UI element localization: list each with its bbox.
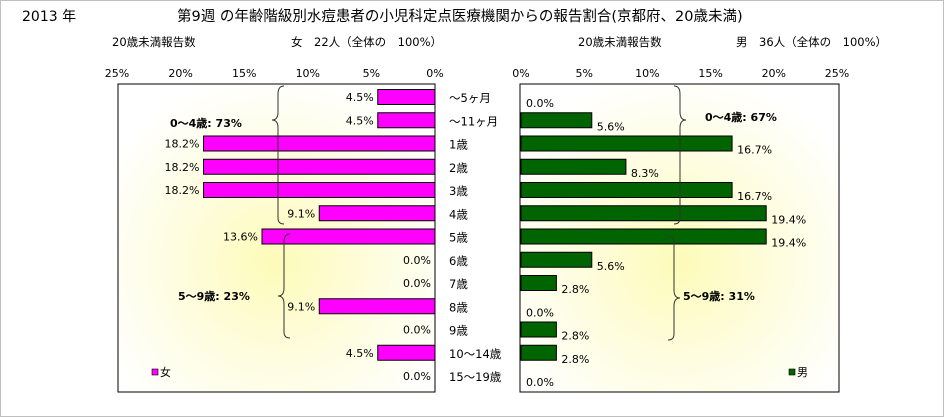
male-value-label: 0.0% — [526, 97, 554, 110]
male-tick-label: 0% — [512, 67, 529, 80]
category-label: 2歳 — [449, 161, 468, 175]
male-value-label: 0.0% — [526, 376, 554, 389]
female-bar — [318, 298, 436, 315]
male-subtitle-right: 男 36人（全体の 100%） — [736, 35, 887, 49]
female-bar — [377, 112, 436, 129]
category-labels: ～5ヶ月 ～11ヶ月 1歳 2歳 3歳 4歳 5歳 6歳 7歳 8歳 9歳 10～14歳 15～19歳 — [449, 91, 502, 384]
female-value-label: 0.0% — [403, 370, 431, 383]
male-tick-label: 25% — [825, 67, 849, 80]
male-bar — [520, 205, 767, 222]
male-bar — [520, 321, 557, 338]
category-label: 6歳 — [449, 254, 468, 268]
male-value-label: 0.0% — [526, 306, 554, 319]
female-value-label: 4.5% — [346, 114, 374, 127]
male-value-label: 2.8% — [561, 330, 589, 343]
female-value-label: 0.0% — [403, 277, 431, 290]
male-bar — [520, 228, 767, 245]
female-legend-label: 女 — [160, 365, 171, 379]
female-value-label: 0.0% — [403, 254, 431, 267]
male-bar — [520, 275, 557, 291]
male-value-label: 5.6% — [597, 120, 625, 133]
category-label: 8歳 — [449, 300, 468, 314]
category-label: 9歳 — [449, 324, 468, 338]
year-label: 2013 年 — [22, 9, 76, 25]
male-bar — [520, 251, 593, 268]
male-annotation-5-9: 5～9歳: 31% — [683, 289, 755, 303]
male-legend-swatch — [788, 368, 796, 376]
male-value-label: 2.8% — [561, 283, 589, 296]
female-value-label: 18.2% — [165, 161, 200, 174]
female-bar — [202, 135, 436, 152]
category-label: 15～19歳 — [449, 370, 502, 384]
female-tick-label: 10% — [296, 67, 320, 80]
category-label: ～5ヶ月 — [449, 91, 491, 105]
female-value-label: 9.1% — [287, 300, 315, 313]
category-label: 10～14歳 — [449, 347, 502, 361]
male-legend-label: 男 — [797, 366, 808, 379]
category-label: 1歳 — [449, 138, 468, 152]
female-bar — [202, 182, 436, 198]
category-label: ～11ヶ月 — [449, 114, 498, 128]
male-bar — [520, 112, 593, 129]
male-tick-label: 10% — [635, 67, 659, 80]
male-bar — [520, 344, 557, 361]
category-label: 5歳 — [449, 231, 468, 245]
category-label: 3歳 — [449, 184, 468, 198]
male-annotation-0-4: 0～4歳: 67% — [705, 110, 777, 124]
male-value-label: 19.4% — [771, 213, 806, 226]
female-tick-label: 0% — [426, 67, 443, 80]
female-tick-label: 25% — [105, 67, 129, 80]
female-subtitle-left: 20歳未満報告数 — [112, 35, 196, 49]
male-value-label: 16.7% — [737, 144, 772, 157]
female-bar — [202, 158, 436, 175]
female-subtitle-right: 女 22人（全体の 100%） — [291, 35, 442, 49]
male-bar — [520, 182, 733, 198]
male-value-label: 2.8% — [561, 353, 589, 366]
female-legend-swatch — [151, 368, 159, 376]
male-group-brace-5-9 — [667, 235, 681, 341]
male-subtitle-left: 20歳未満報告数 — [578, 35, 662, 49]
female-bar — [377, 344, 436, 361]
female-tick-label: 20% — [168, 67, 192, 80]
female-group-brace-0-4 — [271, 85, 285, 225]
male-bar — [520, 158, 627, 175]
female-tick-label: 15% — [232, 67, 256, 80]
male-group-brace-0-4 — [673, 85, 687, 225]
male-value-label: 8.3% — [631, 167, 659, 180]
female-chart: 25% 20% 15% 10% 5% 0% 4.5% 4.5% 18.2% 18.2% 18.2% 9… — [105, 67, 444, 383]
category-label: 7歳 — [449, 277, 468, 291]
male-tick-label: 5% — [575, 67, 592, 80]
page-title: 第9週 の年齢階級別水痘患者の小児科定点医療機関からの報告割合(京都府、20歳未… — [177, 7, 743, 25]
female-annotation-5-9: 5～9歳: 23% — [178, 289, 250, 303]
female-bar — [261, 228, 436, 245]
male-value-label: 16.7% — [737, 190, 772, 203]
female-value-label: 4.5% — [346, 91, 374, 104]
female-group-brace-5-9 — [277, 233, 291, 339]
female-bar — [377, 89, 436, 105]
male-value-label: 19.4% — [771, 237, 806, 250]
male-tick-label: 20% — [762, 67, 786, 80]
female-value-label: 18.2% — [165, 184, 200, 197]
male-bar — [520, 135, 733, 152]
male-tick-label: 15% — [698, 67, 722, 80]
female-tick-label: 5% — [363, 67, 380, 80]
female-value-label: 9.1% — [287, 207, 315, 220]
female-value-label: 18.2% — [165, 138, 200, 151]
category-label: 4歳 — [449, 207, 468, 221]
female-value-label: 0.0% — [403, 324, 431, 337]
female-value-label: 4.5% — [346, 347, 374, 360]
male-chart: 0% 5% 10% 15% 20% 25% 0.0% 5.6% 16.7% 8.3% 16.7% 19… — [512, 67, 849, 389]
female-bar — [318, 205, 436, 222]
female-value-label: 13.6% — [223, 231, 258, 244]
female-annotation-0-4: 0～4歳: 73% — [170, 116, 242, 130]
male-value-label: 5.6% — [597, 260, 625, 273]
